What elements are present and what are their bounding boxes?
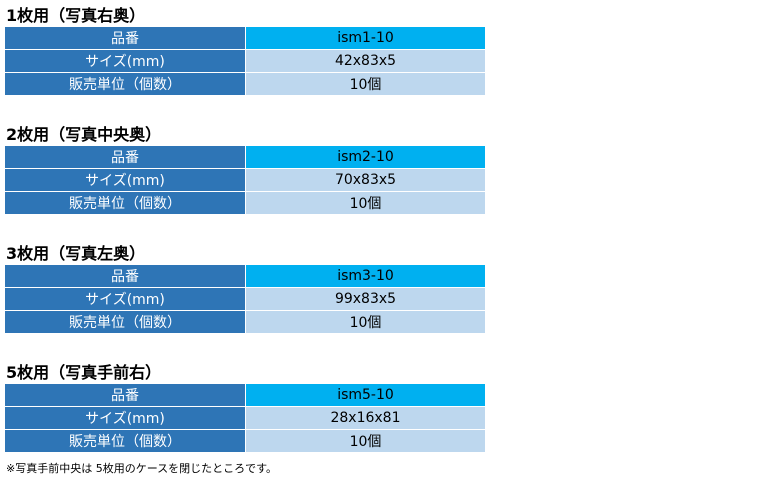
size-label: サイズ(mm)	[4, 168, 246, 192]
product-no-label: 品番	[4, 383, 246, 407]
section-heading: 5枚用（写真手前右）	[6, 363, 162, 382]
spec-section-2: 2枚用（写真中央奥） 品番 ism2-10 サイズ(mm) 70x83x5 販売…	[4, 125, 486, 215]
product-no-value: ism5-10	[245, 383, 486, 407]
table-row: 品番 ism1-10	[4, 26, 486, 50]
unit-label: 販売単位（個数）	[4, 310, 246, 334]
spec-section-4: 5枚用（写真手前右） 品番 ism5-10 サイズ(mm) 28x16x81 販…	[4, 363, 486, 453]
size-label: サイズ(mm)	[4, 49, 246, 73]
size-value: 42x83x5	[245, 49, 486, 73]
unit-label: 販売単位（個数）	[4, 191, 246, 215]
size-value: 28x16x81	[245, 406, 486, 430]
table-row: 販売単位（個数） 10個	[4, 72, 486, 96]
table-row: サイズ(mm) 70x83x5	[4, 168, 486, 192]
table-row: 品番 ism5-10	[4, 383, 486, 407]
spec-table: 品番 ism2-10 サイズ(mm) 70x83x5 販売単位（個数） 10個	[4, 145, 486, 215]
unit-value: 10個	[245, 429, 486, 453]
unit-label: 販売単位（個数）	[4, 429, 246, 453]
product-no-value: ism2-10	[245, 145, 486, 169]
product-no-label: 品番	[4, 26, 246, 50]
table-row: サイズ(mm) 28x16x81	[4, 406, 486, 430]
section-heading: 1枚用（写真右奥）	[6, 6, 146, 25]
unit-value: 10個	[245, 72, 486, 96]
footnote: ※写真手前中央は 5枚用のケースを閉じたところです。	[6, 462, 278, 475]
table-row: サイズ(mm) 42x83x5	[4, 49, 486, 73]
table-row: 販売単位（個数） 10個	[4, 191, 486, 215]
product-no-label: 品番	[4, 264, 246, 288]
table-row: 販売単位（個数） 10個	[4, 429, 486, 453]
spec-section-3: 3枚用（写真左奥） 品番 ism3-10 サイズ(mm) 99x83x5 販売単…	[4, 244, 486, 334]
table-row: サイズ(mm) 99x83x5	[4, 287, 486, 311]
product-no-label: 品番	[4, 145, 246, 169]
spec-table: 品番 ism3-10 サイズ(mm) 99x83x5 販売単位（個数） 10個	[4, 264, 486, 334]
size-label: サイズ(mm)	[4, 406, 246, 430]
unit-label: 販売単位（個数）	[4, 72, 246, 96]
size-value: 70x83x5	[245, 168, 486, 192]
product-no-value: ism3-10	[245, 264, 486, 288]
section-heading: 2枚用（写真中央奥）	[6, 125, 162, 144]
section-heading: 3枚用（写真左奥）	[6, 244, 146, 263]
table-row: 品番 ism3-10	[4, 264, 486, 288]
unit-value: 10個	[245, 310, 486, 334]
unit-value: 10個	[245, 191, 486, 215]
size-value: 99x83x5	[245, 287, 486, 311]
table-row: 品番 ism2-10	[4, 145, 486, 169]
table-row: 販売単位（個数） 10個	[4, 310, 486, 334]
product-no-value: ism1-10	[245, 26, 486, 50]
spec-table: 品番 ism5-10 サイズ(mm) 28x16x81 販売単位（個数） 10個	[4, 383, 486, 453]
size-label: サイズ(mm)	[4, 287, 246, 311]
spec-table: 品番 ism1-10 サイズ(mm) 42x83x5 販売単位（個数） 10個	[4, 26, 486, 96]
spec-section-1: 1枚用（写真右奥） 品番 ism1-10 サイズ(mm) 42x83x5 販売単…	[4, 6, 486, 96]
